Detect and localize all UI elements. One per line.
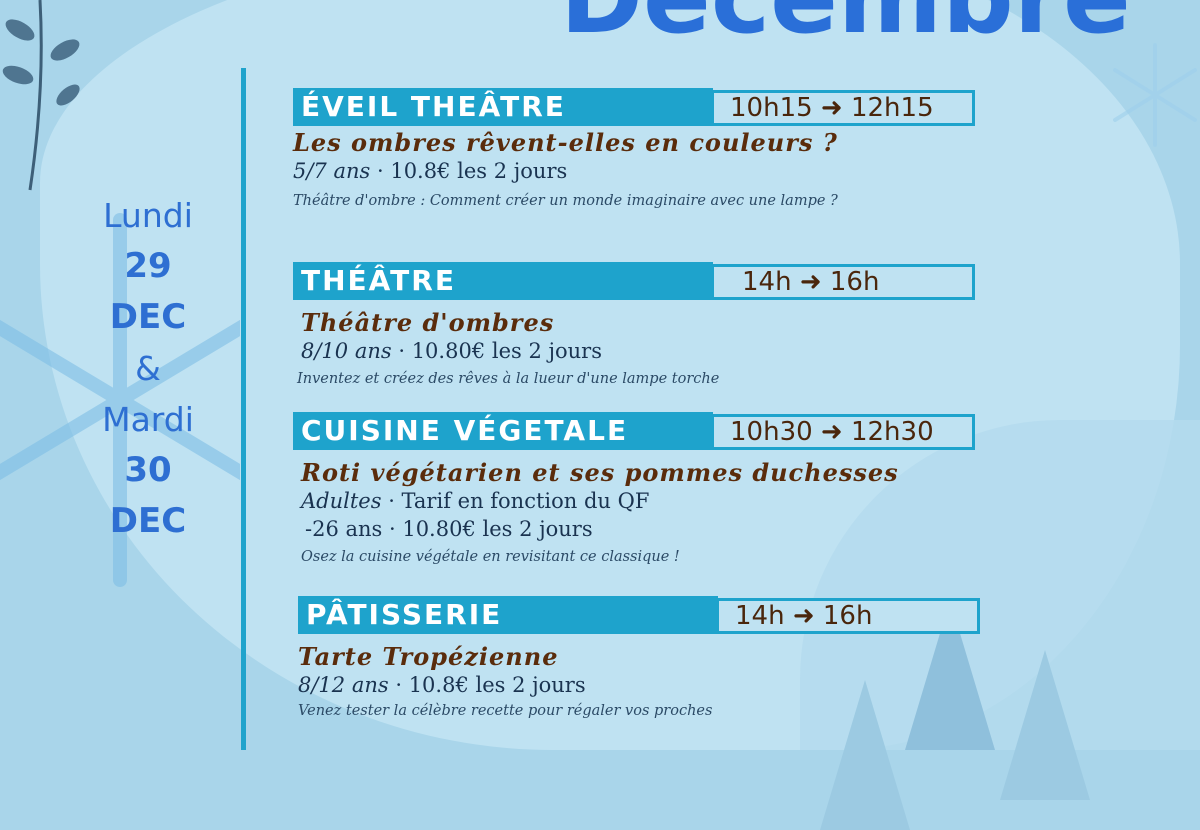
category-label: CUISINE VÉGETALE (301, 414, 629, 447)
snowflake-icon (1113, 43, 1197, 147)
activity-eveil-theatre: ÉVEIL THEÂTRE 10h15 ➜ 12h15 Les ombres rê… (293, 88, 983, 212)
activity-title: Tarte Tropézienne (298, 642, 559, 671)
month-label: DEC (109, 501, 187, 541)
price-label: · 10.80€ les 2 jours (398, 339, 602, 363)
activity-description: Théâtre d'ombre : Comment créer un monde… (293, 193, 838, 209)
leaf-branch-icon (2, 0, 80, 191)
category-bar (293, 262, 713, 300)
activity-description: Venez tester la célèbre recette pour rég… (298, 703, 713, 719)
price-label: · 10.8€ les 2 jours (376, 159, 568, 183)
month-label: DEC (109, 297, 187, 337)
day-label: Mardi (102, 400, 194, 439)
category-label: PÂTISSERIE (306, 598, 503, 631)
category-bar (293, 412, 713, 450)
activity-theatre: THÉÂTRE 14h ➜ 16h Théâtre d'ombres 8/10 a… (293, 262, 983, 390)
time-box: 10h15 ➜ 12h15 (711, 90, 975, 126)
activity-cuisine-vegetale: CUISINE VÉGETALE 10h30 ➜ 12h30 Roti végét… (293, 412, 983, 568)
age-label: 5/7 ans (293, 159, 371, 183)
category-bar (298, 596, 718, 634)
activity-title: Roti végétarien et ses pommes duchesses (301, 458, 899, 487)
ampersand: & (135, 349, 161, 388)
time-box: 10h30 ➜ 12h30 (711, 414, 975, 450)
month-title: Décembre (560, 0, 1131, 58)
age-label: 8/12 ans (298, 673, 389, 697)
time-box: 14h ➜ 16h (716, 598, 980, 634)
activity-description: Inventez et créez des rêves à la lueur d… (297, 371, 720, 387)
time-box: 14h ➜ 16h (711, 264, 975, 300)
category-label: THÉÂTRE (301, 264, 456, 297)
category-label: ÉVEIL THEÂTRE (301, 90, 566, 123)
activity-patisserie: PÂTISSERIE 14h ➜ 16h Tarte Tropézienne 8/… (298, 596, 988, 722)
day-number: 30 (124, 450, 172, 490)
day-label: Lundi (103, 196, 193, 235)
price-label: · Tarif en fonction du QF (388, 489, 650, 513)
snowflake-icon (0, 213, 240, 587)
activity-title: Les ombres rêvent-elles en couleurs ? (293, 128, 838, 157)
age-label: 8/10 ans (301, 339, 392, 363)
activity-description: Osez la cuisine végétale en revisitant c… (301, 549, 680, 565)
price-label: -26 ans · 10.80€ les 2 jours (305, 517, 593, 541)
category-bar (293, 88, 713, 126)
price-label: · 10.8€ les 2 jours (395, 673, 586, 697)
age-label: Adultes (301, 489, 382, 513)
date-block: Lundi 29 DEC & Mardi 30 DEC (60, 190, 236, 547)
divider-line (241, 68, 246, 750)
day-number: 29 (124, 246, 172, 286)
tree-decoration (1000, 650, 1090, 800)
activity-title: Théâtre d'ombres (301, 308, 555, 337)
